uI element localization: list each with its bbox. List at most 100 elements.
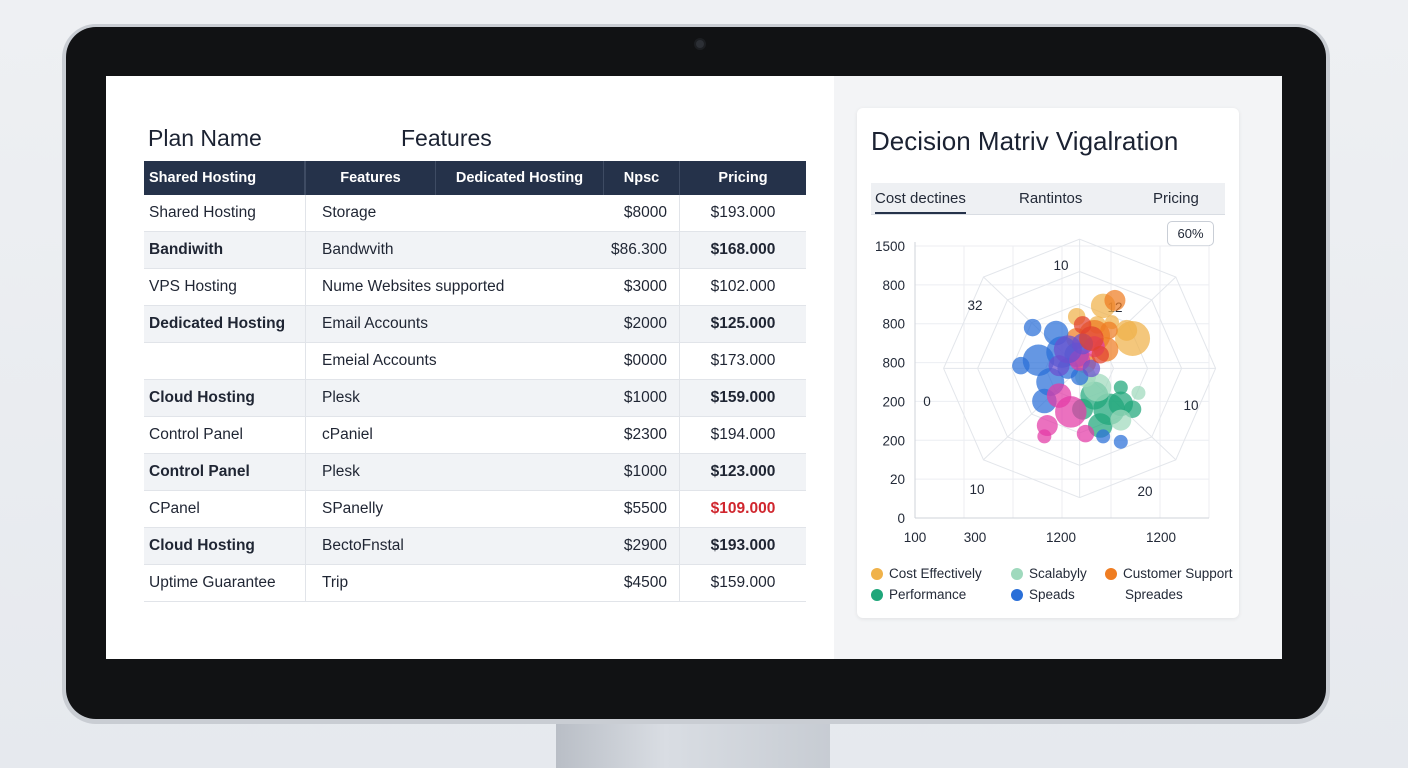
table-cell: CPanel <box>149 500 200 517</box>
bubble-point <box>1073 316 1092 334</box>
bubble-point <box>1012 356 1030 375</box>
table-cell: $2300 <box>604 417 680 453</box>
bubble-point <box>1046 383 1072 408</box>
table-cell: Plesk <box>305 380 604 416</box>
table-row[interactable]: Bandiwith Bandwvith $86.300 $168.000 <box>144 232 806 269</box>
column-header[interactable]: Features <box>305 161 436 195</box>
column-header[interactable]: Dedicated Hosting <box>436 161 604 195</box>
table-cell: $159.000 <box>710 574 776 591</box>
table-cell: Storage <box>305 195 604 231</box>
table-cell: $159.000 <box>710 389 776 406</box>
table-row[interactable]: VPS Hosting Nume Websites supported $3000 $… <box>144 269 806 306</box>
legend-dot <box>1011 567 1023 580</box>
bubble-point <box>1091 346 1109 364</box>
tab-pricing[interactable]: Pricing <box>1153 190 1199 207</box>
table-row[interactable]: CPanel SPanelly $5500 $109.000 <box>144 491 806 528</box>
screen: Plan Name Features Shared Hosting Featur… <box>106 76 1282 659</box>
legend-item: Scalabyly <box>1011 566 1087 581</box>
radial-label: 10 <box>1183 398 1198 413</box>
table-cell: $193.000 <box>710 204 776 221</box>
table-cell: $193.000 <box>710 537 776 554</box>
scatter-chart: 1500800800800200200200100300120012001012… <box>875 238 1217 545</box>
chart-tabs: Cost dectines Rantintos Pricing <box>871 183 1225 215</box>
table-cell: $3000 <box>604 269 680 305</box>
table-cell: Control Panel <box>149 426 243 443</box>
table-cell: Bandwvith <box>305 232 604 268</box>
table-row[interactable]: Uptime Guarantee Trip $4500 $159.000 <box>144 565 806 602</box>
plan-name-heading: Plan Name <box>148 125 262 151</box>
bubble-point <box>1131 385 1146 400</box>
table-cell: Email Accounts <box>305 306 604 342</box>
legend-dot <box>1011 588 1023 601</box>
plans-table: Shared Hosting Features Dedicated Hostin… <box>144 161 806 602</box>
table-cell: $125.000 <box>710 315 776 332</box>
table-cell: Plesk <box>305 454 604 490</box>
bubble-point <box>1104 289 1126 311</box>
table-row[interactable]: Dedicated Hosting Email Accounts $2000 $125… <box>144 306 806 343</box>
radial-label: 0 <box>923 394 931 409</box>
features-heading: Features <box>401 125 492 151</box>
table-row[interactable]: Emeial Accounts $0000 $173.000 <box>144 343 806 380</box>
table-row[interactable]: Control Panel cPaniel $2300 $194.000 <box>144 417 806 454</box>
table-header: Shared Hosting Features Dedicated Hostin… <box>144 161 806 195</box>
radial-label: 10 <box>1053 258 1068 273</box>
y-tick-label: 0 <box>897 511 905 526</box>
table-body: Shared Hosting Storage $8000 $193.000 Bandiw… <box>144 195 806 602</box>
table-cell: Cloud Hosting <box>149 537 255 554</box>
legend-item: Speads <box>1011 587 1075 602</box>
y-tick-label: 800 <box>882 356 905 371</box>
table-cell: $5500 <box>604 491 680 527</box>
table-cell: $194.000 <box>710 426 776 443</box>
y-tick-label: 200 <box>882 433 905 448</box>
table-cell: BectoFnstal <box>305 528 604 564</box>
tab-rankings[interactable]: Rantintos <box>1019 190 1083 207</box>
bubble-point <box>1076 424 1095 443</box>
column-header[interactable]: Shared Hosting <box>144 161 305 195</box>
bubble-point <box>1110 409 1132 431</box>
y-tick-label: 1500 <box>875 239 905 254</box>
legend-dot <box>1105 567 1117 580</box>
column-header[interactable]: Pricing <box>718 170 768 186</box>
table-cell: Dedicated Hosting <box>149 315 286 332</box>
percent-badge[interactable]: 60% <box>1167 221 1214 246</box>
table-cell: Bandiwith <box>149 241 224 258</box>
table-cell: Shared Hosting <box>149 204 256 221</box>
table-cell: Cloud Hosting <box>149 389 255 406</box>
table-cell: $173.000 <box>710 352 776 369</box>
table-row[interactable]: Shared Hosting Storage $8000 $193.000 <box>144 195 806 232</box>
radial-label: 20 <box>1137 484 1152 499</box>
table-row[interactable]: Cloud Hosting Plesk $1000 $159.000 <box>144 380 806 417</box>
table-cell: Nume Websites supported <box>305 269 604 305</box>
table-cell: $2900 <box>604 528 680 564</box>
tab-cost[interactable]: Cost dectines <box>875 190 966 214</box>
x-tick-label: 1200 <box>1146 530 1176 545</box>
table-cell: $4500 <box>604 565 680 601</box>
table-cell: $2000 <box>604 306 680 342</box>
table-cell: $168.000 <box>710 241 776 258</box>
table-row[interactable]: Cloud Hosting BectoFnstal $2900 $193.000 <box>144 528 806 565</box>
table-cell: SPanelly <box>305 491 604 527</box>
decision-matrix-card: Decision Matriv Vigalration Cost dectine… <box>857 108 1239 618</box>
legend-item: Spreades <box>1125 587 1183 602</box>
bubble-point <box>1100 321 1118 340</box>
legend-item: Customer Support <box>1105 566 1233 581</box>
bubble-point <box>1113 380 1128 395</box>
bubble-point <box>1023 318 1042 337</box>
table-cell: $1000 <box>604 454 680 490</box>
y-tick-label: 800 <box>882 317 905 332</box>
table-cell: Trip <box>305 565 604 601</box>
table-cell <box>144 343 305 379</box>
legend-item: Performance <box>871 587 966 602</box>
bubble-point <box>1037 429 1052 444</box>
column-header[interactable]: Npsc <box>604 161 680 195</box>
table-cell: $123.000 <box>710 463 776 480</box>
table-cell: $109.000 <box>710 500 776 517</box>
y-tick-label: 200 <box>882 394 905 409</box>
y-tick-label: 20 <box>890 472 905 487</box>
table-row[interactable]: Control Panel Plesk $1000 $123.000 <box>144 454 806 491</box>
y-tick-label: 800 <box>882 278 905 293</box>
bubble-point <box>1082 359 1101 378</box>
table-cell: $86.300 <box>604 232 680 268</box>
table-cell: Emeial Accounts <box>305 343 604 379</box>
camera-icon <box>694 38 706 50</box>
